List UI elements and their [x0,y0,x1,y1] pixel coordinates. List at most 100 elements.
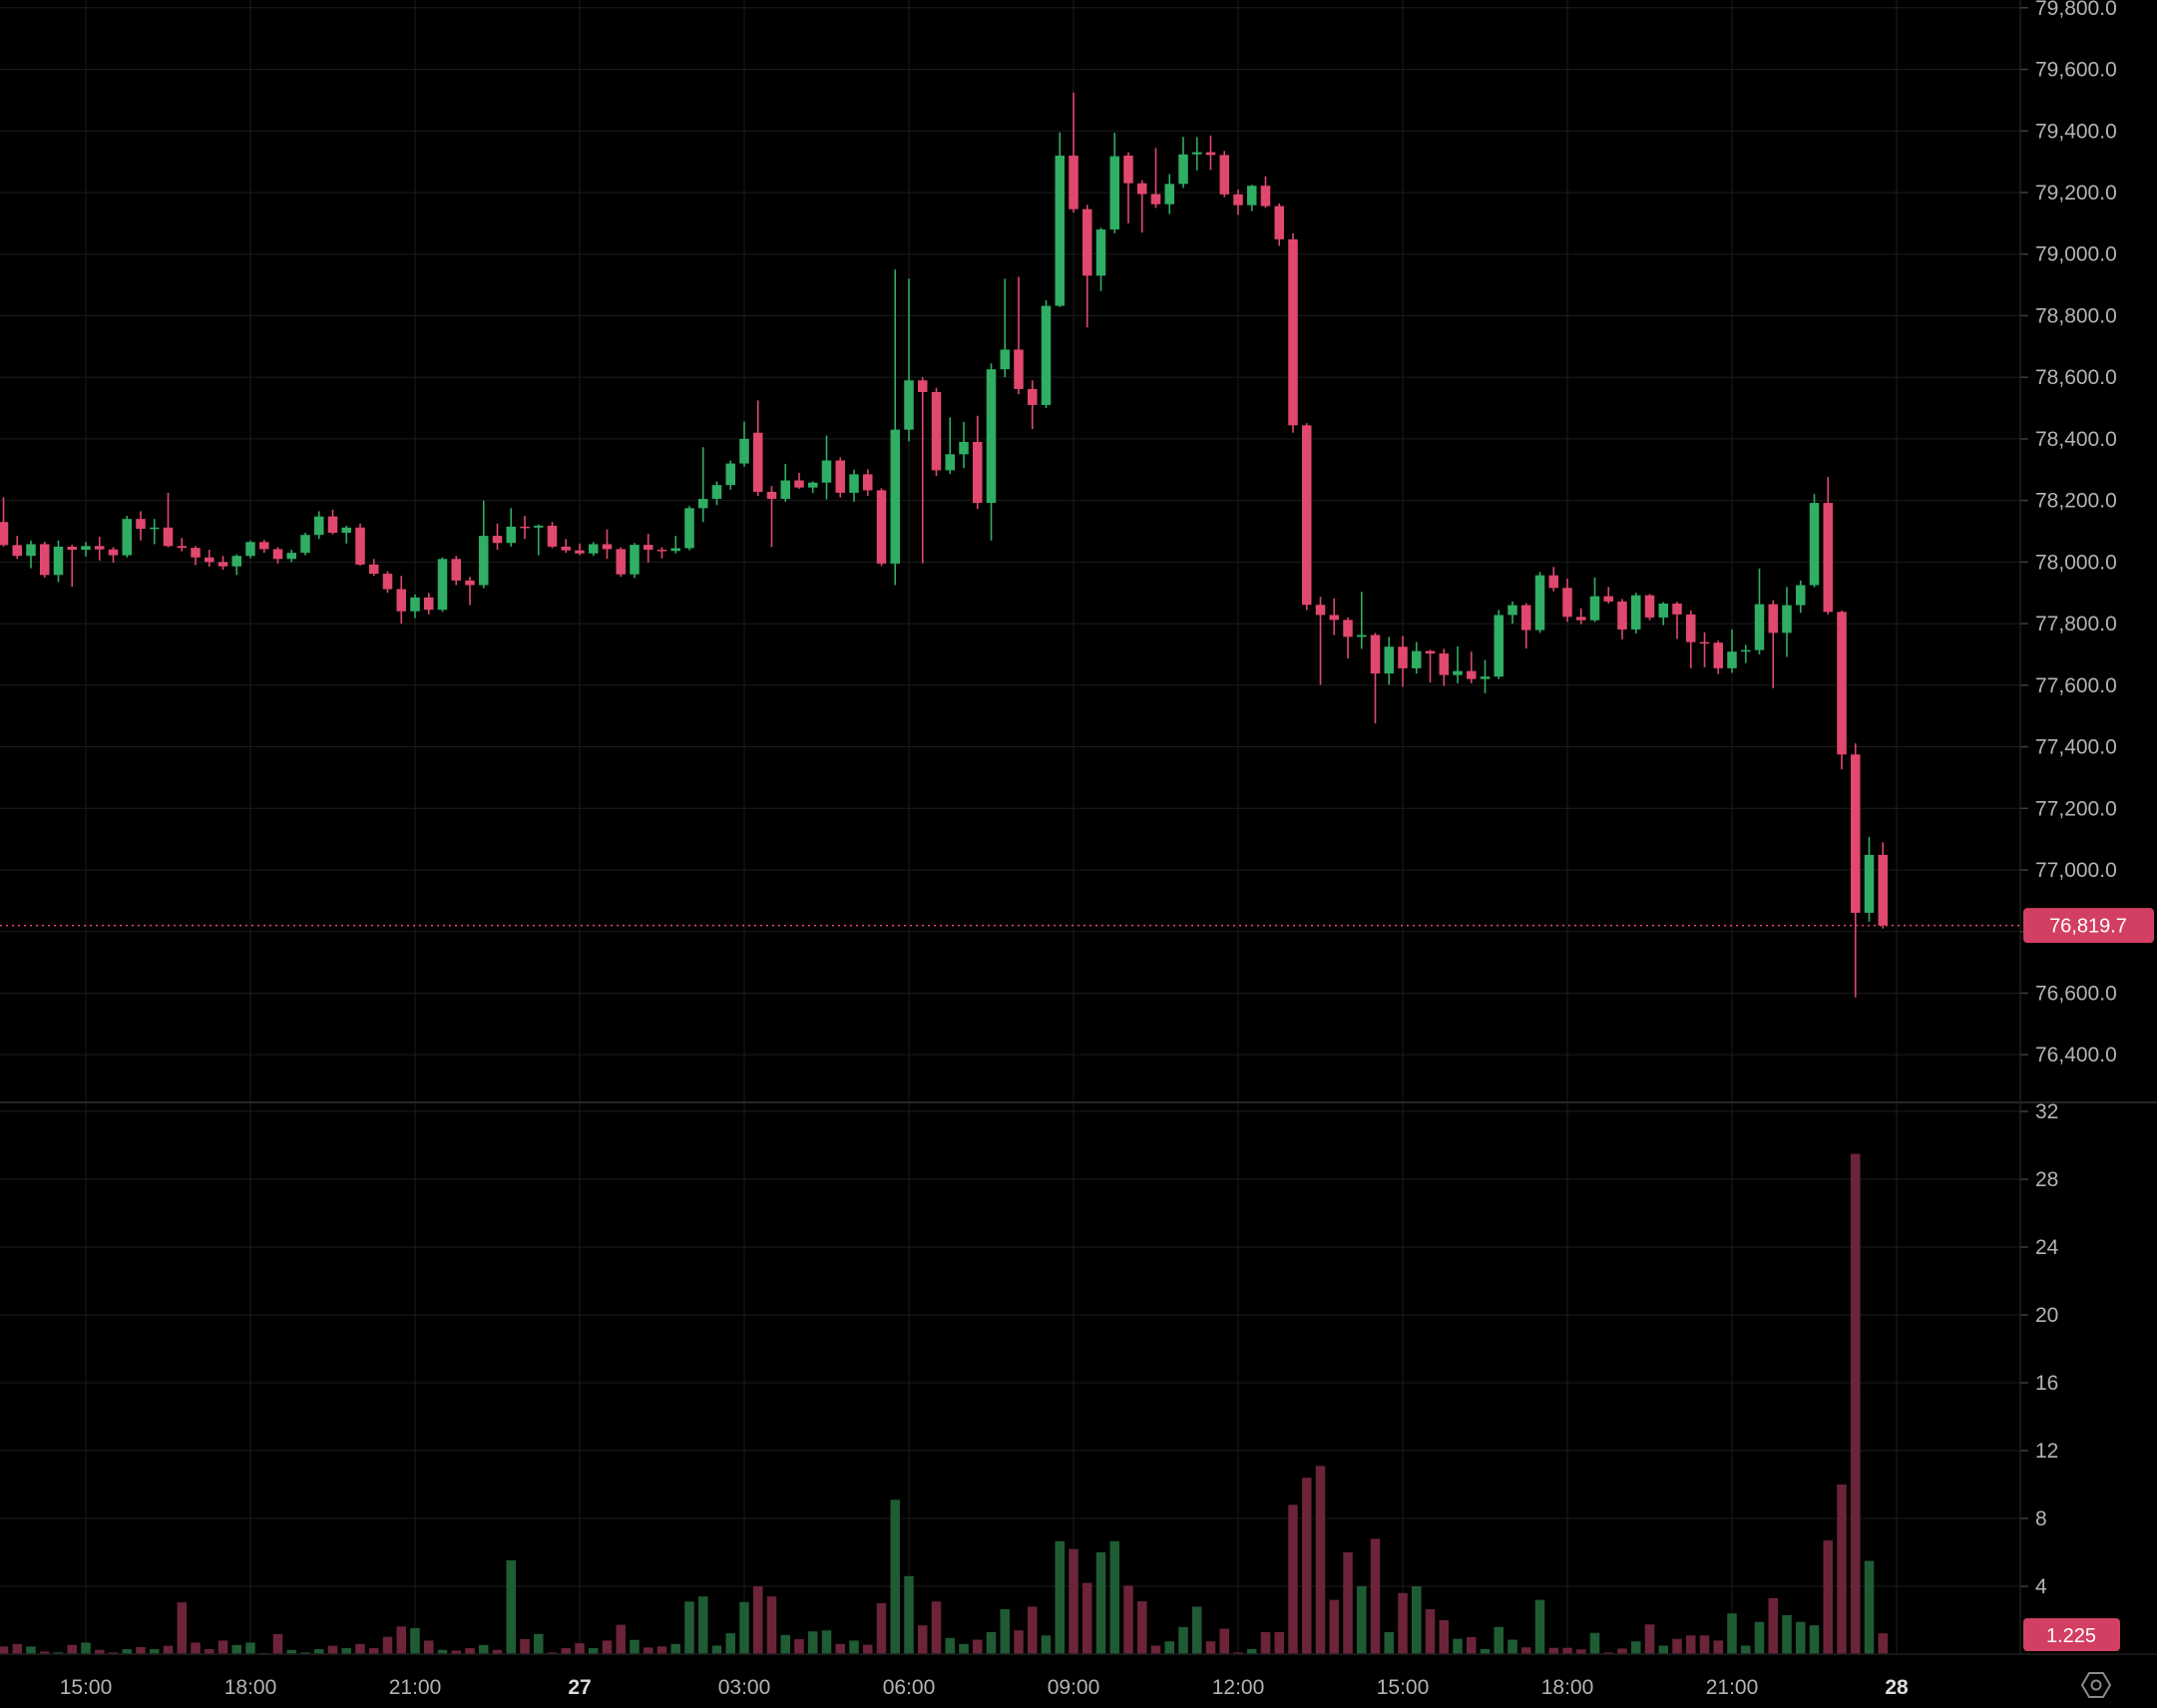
volume-bar[interactable] [437,1649,448,1654]
candle[interactable] [547,525,558,547]
candle[interactable] [1123,155,1133,184]
volume-bar[interactable] [1398,1592,1408,1654]
volume-bar[interactable] [1672,1638,1682,1654]
candle[interactable] [465,580,475,586]
volume-bar[interactable] [479,1644,489,1654]
candle[interactable] [890,429,901,564]
volume-bar[interactable] [1699,1635,1710,1654]
volume-bar[interactable] [616,1624,627,1654]
candle[interactable] [1576,617,1586,621]
volume-bar[interactable] [520,1639,530,1654]
candle[interactable] [1494,615,1505,677]
candle[interactable] [973,441,983,504]
candle[interactable] [424,597,434,611]
volume-bar[interactable] [53,1652,64,1654]
volume-bar[interactable] [163,1645,174,1654]
candle[interactable] [1219,155,1230,195]
candle[interactable] [1548,575,1559,589]
candle[interactable] [1302,425,1312,606]
volume-bar[interactable] [1329,1599,1340,1654]
candle[interactable] [849,474,859,493]
volume-bar[interactable] [1796,1621,1806,1654]
candle[interactable] [122,519,133,556]
volume-bar[interactable] [1467,1637,1477,1654]
candle[interactable] [410,597,420,612]
volume-bar[interactable] [108,1652,119,1654]
volume-bar[interactable] [973,1639,983,1654]
volume-bar[interactable] [1534,1599,1545,1654]
candle[interactable] [1796,585,1806,606]
candle[interactable] [876,490,887,564]
candle[interactable] [1453,670,1463,675]
candle[interactable] [739,438,749,464]
volume-bar[interactable] [1589,1632,1600,1654]
volume-bar[interactable] [95,1649,105,1654]
candle[interactable] [1864,854,1875,913]
volume-bar[interactable] [753,1586,763,1654]
volume-bar[interactable] [794,1639,804,1654]
volume-bar[interactable] [231,1644,242,1654]
candle[interactable] [53,546,64,576]
candle[interactable] [1288,238,1298,426]
time-axis[interactable]: 15:00 18:00 21:00 27 03:00 06:00 09:00 12:00 15:… [60,1676,1909,1699]
candle[interactable] [534,525,544,528]
volume-bar[interactable] [630,1639,640,1654]
candle[interactable] [1672,604,1682,615]
candle[interactable] [136,519,146,530]
candle[interactable] [1178,154,1188,185]
volume-bar[interactable] [918,1625,928,1654]
volume-bar[interactable] [1686,1635,1696,1654]
volume-bar[interactable] [1713,1640,1724,1654]
volume-bar[interactable] [575,1643,585,1654]
volume-bar[interactable] [698,1596,708,1654]
candle[interactable] [163,527,174,547]
candle[interactable] [1727,651,1737,668]
candle[interactable] [1412,650,1422,668]
candle[interactable] [589,544,599,554]
volume-bar[interactable] [561,1648,572,1654]
volume-bar[interactable] [1453,1638,1463,1654]
volume-bar[interactable] [1343,1552,1353,1654]
candle[interactable] [272,549,283,560]
volume-bar[interactable] [876,1603,887,1654]
volume-bar[interactable] [1384,1631,1395,1654]
candle[interactable] [986,369,997,504]
volume-bar[interactable] [1412,1586,1422,1654]
volume-bar[interactable] [40,1651,50,1654]
volume-bar[interactable] [1508,1639,1517,1654]
volume-bar[interactable] [766,1596,777,1654]
candle[interactable] [711,485,722,500]
candle[interactable] [506,526,517,544]
candle[interactable] [26,544,36,557]
settings-icon[interactable] [2080,1672,2112,1698]
volume-bar[interactable] [1274,1631,1285,1654]
volume-bar[interactable] [1562,1647,1572,1654]
volume-bar[interactable] [1727,1613,1737,1654]
volume-bar[interactable] [451,1650,462,1654]
volume-bar[interactable] [1851,1153,1861,1655]
candle[interactable] [575,550,585,554]
candle[interactable] [12,545,23,557]
candle[interactable] [1028,388,1038,405]
volume-bar[interactable] [670,1643,681,1654]
candle[interactable] [780,480,791,500]
volume-bar[interactable] [506,1559,517,1654]
volume-bar[interactable] [1370,1538,1381,1654]
volume-bar[interactable] [890,1499,901,1654]
candle[interactable] [1782,605,1792,634]
volume-bar[interactable] [1095,1552,1106,1654]
candle[interactable] [863,474,873,491]
volume-bar[interactable] [217,1640,228,1654]
candle[interactable] [1686,614,1696,642]
volume-bar[interactable] [1069,1548,1078,1654]
volume-bar[interactable] [849,1640,859,1654]
volume-bar[interactable] [1439,1620,1450,1654]
candle[interactable] [1329,615,1340,621]
candle[interactable] [1274,206,1285,239]
volume-bar[interactable] [1233,1652,1243,1654]
volume-bar[interactable] [205,1649,215,1654]
volume-bar[interactable] [245,1642,255,1654]
volume-bar[interactable] [81,1642,91,1654]
candle[interactable] [1617,601,1627,630]
